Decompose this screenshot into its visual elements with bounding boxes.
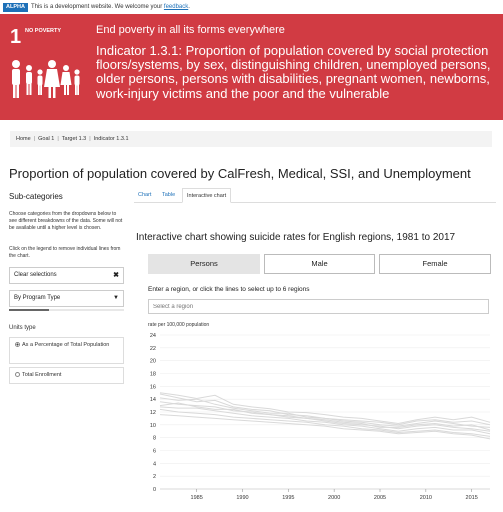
tab-chart[interactable]: Chart bbox=[138, 192, 152, 198]
radio-selected-icon bbox=[15, 342, 20, 347]
series-line-4 bbox=[159, 406, 491, 435]
x-tick-label: 1995 bbox=[282, 495, 294, 501]
y-tick-label: 10 bbox=[150, 423, 156, 429]
y-tick-label: 0 bbox=[153, 487, 156, 493]
series-line-1 bbox=[159, 392, 491, 425]
y-tick-label: 20 bbox=[150, 359, 156, 365]
page-title: Proportion of population covered by CalF… bbox=[9, 166, 471, 181]
y-axis-label: rate per 100,000 population bbox=[148, 322, 210, 328]
clear-selections-label: Clear selections bbox=[14, 272, 57, 278]
region-search-input[interactable] bbox=[148, 299, 489, 314]
x-tick-label: 1985 bbox=[191, 495, 203, 501]
breadcrumb-separator: | bbox=[89, 136, 91, 142]
persons-button[interactable]: Persons bbox=[148, 254, 260, 274]
series-line-8 bbox=[159, 402, 491, 431]
tab-table[interactable]: Table bbox=[162, 192, 176, 198]
breadcrumb-current: Indicator 1.3.1 bbox=[93, 136, 129, 142]
y-tick-label: 6 bbox=[153, 449, 156, 455]
breadcrumb-separator: | bbox=[33, 136, 36, 142]
y-tick-label: 16 bbox=[150, 384, 156, 390]
tab-interactive-chart[interactable]: Interactive chart bbox=[182, 188, 232, 203]
program-type-select[interactable]: By Program Type ▼ bbox=[9, 290, 124, 307]
units-option-total[interactable]: Total Enrollment bbox=[9, 367, 124, 384]
series-line-6 bbox=[159, 414, 491, 440]
interactive-chart-heading: Interactive chart showing suicide rates … bbox=[136, 232, 456, 243]
male-button[interactable]: Male bbox=[264, 254, 375, 274]
feedback-link[interactable]: feedback bbox=[163, 4, 189, 10]
family-icon bbox=[12, 60, 80, 98]
alpha-banner: ALPHA This is a development website. We w… bbox=[0, 0, 503, 14]
y-tick-label: 22 bbox=[150, 346, 156, 352]
breadcrumb-separator: | bbox=[57, 136, 59, 142]
breadcrumb-goal[interactable]: Goal 1 bbox=[38, 136, 55, 142]
radio-unselected-icon bbox=[15, 372, 20, 377]
chart-tabs: Chart Table Interactive chart bbox=[134, 188, 496, 203]
series-line-2 bbox=[159, 397, 491, 428]
subcategories-heading: Sub-categories bbox=[9, 192, 63, 201]
female-button[interactable]: Female bbox=[379, 254, 491, 274]
breadcrumb: Home | Goal 1 | Target 1.3 | Indicator 1.3.1 bbox=[10, 131, 492, 147]
units-type-label: Units type bbox=[9, 325, 36, 331]
alpha-tag: ALPHA bbox=[3, 3, 28, 12]
region-prompt: Enter a region, or click the lines to se… bbox=[148, 286, 310, 293]
breadcrumb-target[interactable]: Target 1.3 bbox=[61, 136, 87, 142]
series-line-5 bbox=[159, 408, 491, 437]
goal-number: 1 bbox=[10, 26, 22, 48]
units-option-percentage[interactable]: As a Percentage of Total Population bbox=[9, 337, 124, 364]
indicator-title: Indicator 1.3.1: Proportion of populatio… bbox=[96, 43, 491, 101]
alpha-text-end: . bbox=[188, 4, 190, 10]
y-tick-label: 2 bbox=[153, 474, 156, 480]
close-icon: ✖ bbox=[113, 272, 119, 279]
program-progress-fill bbox=[9, 309, 50, 311]
series-line-3 bbox=[159, 401, 491, 432]
y-tick-label: 4 bbox=[153, 461, 156, 467]
y-tick-label: 14 bbox=[150, 397, 156, 403]
goal-icon: 1 NO POVERTY bbox=[10, 26, 85, 106]
units-option-label: As a Percentage of Total Population bbox=[22, 342, 110, 348]
x-tick-label: 2005 bbox=[374, 495, 386, 501]
legend-help: Click on the legend to remove individual… bbox=[9, 246, 121, 259]
subcategories-help: Choose categories from the dropdowns bel… bbox=[9, 211, 123, 231]
y-tick-label: 12 bbox=[150, 410, 156, 416]
y-tick-label: 18 bbox=[150, 372, 156, 378]
x-tick-label: 1990 bbox=[236, 495, 248, 501]
program-type-value: By Program Type bbox=[14, 295, 61, 301]
units-option-label: Total Enrollment bbox=[22, 372, 62, 378]
goal-title: End poverty in all its forms everywhere bbox=[96, 24, 285, 36]
clear-selections-button[interactable]: Clear selections ✖ bbox=[9, 267, 124, 284]
x-tick-label: 2010 bbox=[420, 495, 432, 501]
line-chart: rate per 100,000 population 0 2 4 6 8 10 12 14 1… bbox=[136, 318, 498, 512]
x-tick-label: 2000 bbox=[328, 495, 340, 501]
goal-header: 1 NO POVERTY End poverty in all its form… bbox=[0, 14, 503, 120]
program-progress-bar bbox=[9, 309, 124, 311]
series-line-7 bbox=[159, 393, 491, 426]
x-tick-label: 2015 bbox=[466, 495, 478, 501]
goal-short-name: NO POVERTY bbox=[25, 28, 62, 34]
alpha-text: This is a development website. We welcom… bbox=[30, 4, 163, 10]
y-tick-label: 24 bbox=[150, 333, 156, 339]
chevron-down-icon: ▼ bbox=[113, 295, 119, 301]
y-tick-label: 8 bbox=[153, 436, 156, 442]
breadcrumb-home[interactable]: Home bbox=[16, 136, 31, 142]
